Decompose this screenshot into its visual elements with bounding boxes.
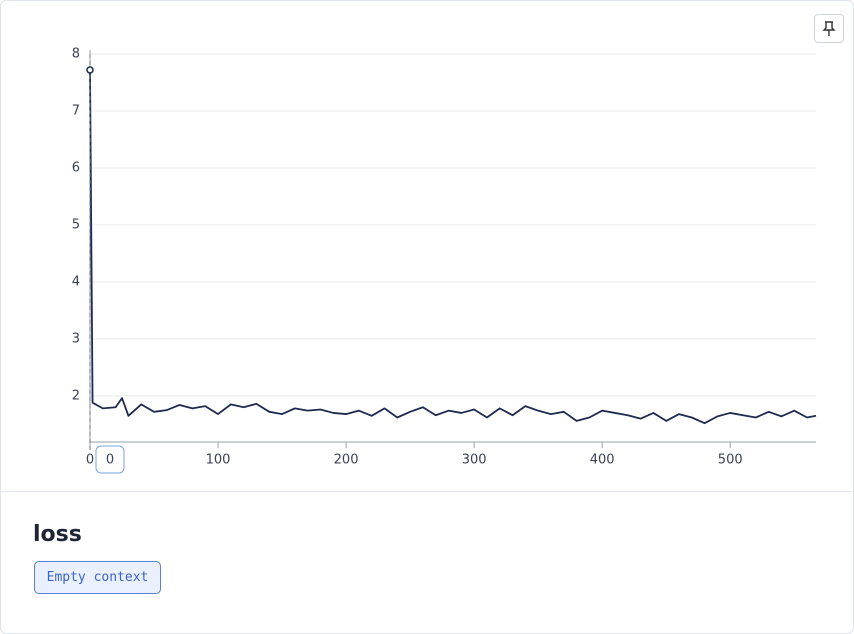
y-tick-label: 2 bbox=[72, 388, 80, 403]
hover-badge bbox=[95, 445, 125, 474]
pin-button[interactable] bbox=[814, 14, 844, 43]
x-tick-label: 200 bbox=[334, 453, 359, 468]
x-tick-label: 300 bbox=[462, 453, 487, 468]
divider bbox=[0, 491, 852, 492]
y-tick-label: 4 bbox=[72, 274, 80, 289]
x-tick-label: 100 bbox=[206, 453, 231, 468]
x-tick-label: 400 bbox=[590, 453, 615, 468]
panel-title: loss bbox=[33, 522, 82, 547]
hover-badge-label: 0 bbox=[106, 453, 114, 468]
y-tick-label: 8 bbox=[72, 47, 80, 62]
chart: 2 3 4 5 6 7 8 0 100 200 300 400 500 0 bbox=[72, 47, 817, 474]
hover-point bbox=[86, 66, 94, 74]
line-series bbox=[89, 69, 817, 425]
y-tick-label: 3 bbox=[72, 331, 80, 346]
context-button[interactable]: Empty context bbox=[34, 561, 161, 594]
y-tick-label: 6 bbox=[72, 160, 80, 175]
x-tick-label: 500 bbox=[718, 453, 743, 468]
x-tick-label: 0 bbox=[86, 453, 94, 468]
y-tick-label: 5 bbox=[72, 217, 80, 232]
pin-icon bbox=[822, 21, 836, 36]
y-tick-label: 7 bbox=[72, 103, 80, 118]
